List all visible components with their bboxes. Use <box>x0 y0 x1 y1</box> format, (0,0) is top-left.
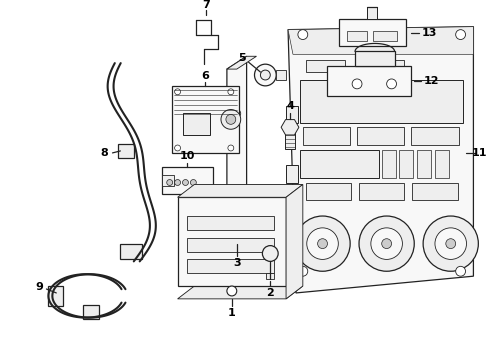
Circle shape <box>227 89 233 95</box>
Text: 1: 1 <box>227 308 235 318</box>
Circle shape <box>297 30 307 40</box>
Text: 8: 8 <box>101 148 108 158</box>
Circle shape <box>225 114 235 124</box>
Bar <box>354 60 404 72</box>
Bar <box>187 216 274 230</box>
Circle shape <box>190 180 196 185</box>
Bar <box>162 175 173 186</box>
Circle shape <box>260 70 270 80</box>
Bar <box>346 31 366 41</box>
Text: 6: 6 <box>201 71 209 81</box>
Polygon shape <box>177 184 302 197</box>
Text: 4: 4 <box>285 100 293 111</box>
Circle shape <box>166 180 172 185</box>
Polygon shape <box>177 286 302 299</box>
Bar <box>410 127 458 145</box>
Bar <box>299 150 378 177</box>
Text: 5: 5 <box>237 53 245 63</box>
Circle shape <box>370 228 402 260</box>
Text: 9: 9 <box>36 282 43 292</box>
Bar <box>358 183 404 200</box>
Circle shape <box>455 266 465 276</box>
Bar <box>354 51 394 66</box>
Circle shape <box>174 89 180 95</box>
Bar <box>399 150 412 177</box>
Bar <box>434 150 448 177</box>
Circle shape <box>386 79 396 89</box>
Circle shape <box>262 246 278 261</box>
Circle shape <box>226 286 236 296</box>
Bar <box>171 86 238 153</box>
Circle shape <box>227 145 233 151</box>
Circle shape <box>294 216 349 271</box>
Circle shape <box>455 30 465 40</box>
Bar <box>83 305 99 319</box>
Bar <box>177 197 285 286</box>
Text: 10: 10 <box>180 151 195 161</box>
Bar <box>302 127 349 145</box>
Bar <box>305 183 350 200</box>
Bar <box>416 150 430 177</box>
Circle shape <box>297 266 307 276</box>
Bar <box>266 273 274 279</box>
Bar <box>48 286 63 306</box>
Bar <box>411 183 457 200</box>
Circle shape <box>254 64 276 86</box>
Bar <box>299 80 462 123</box>
Bar <box>118 144 134 158</box>
Bar <box>182 113 210 135</box>
Bar <box>285 105 297 123</box>
Text: 2: 2 <box>266 288 274 298</box>
Circle shape <box>232 198 240 206</box>
Circle shape <box>182 180 188 185</box>
Bar <box>276 70 285 80</box>
Bar <box>366 7 376 19</box>
Bar <box>285 165 297 183</box>
Bar <box>187 260 274 273</box>
Bar <box>162 167 213 194</box>
Polygon shape <box>226 232 256 244</box>
Bar <box>339 19 406 46</box>
Circle shape <box>358 216 413 271</box>
Text: 3: 3 <box>232 258 240 268</box>
Polygon shape <box>226 56 246 244</box>
Bar <box>285 131 294 149</box>
Circle shape <box>232 109 240 117</box>
Circle shape <box>221 109 240 129</box>
Circle shape <box>306 228 338 260</box>
Polygon shape <box>285 184 302 299</box>
Bar <box>187 238 274 252</box>
Polygon shape <box>287 27 472 293</box>
Polygon shape <box>287 27 472 54</box>
Circle shape <box>422 216 477 271</box>
Polygon shape <box>281 120 298 135</box>
Text: 7: 7 <box>202 0 210 10</box>
Circle shape <box>174 145 180 151</box>
Circle shape <box>434 228 466 260</box>
Bar <box>372 31 397 41</box>
Bar <box>381 150 395 177</box>
Text: 11: 11 <box>470 148 486 158</box>
Circle shape <box>351 79 361 89</box>
Bar <box>305 60 345 72</box>
Text: 13: 13 <box>421 28 436 37</box>
Bar <box>327 66 410 96</box>
Bar <box>356 127 404 145</box>
Circle shape <box>381 239 391 248</box>
Circle shape <box>317 239 327 248</box>
Circle shape <box>445 239 455 248</box>
Text: 12: 12 <box>423 76 438 86</box>
Circle shape <box>174 180 180 185</box>
Bar <box>120 244 142 260</box>
Polygon shape <box>226 56 256 69</box>
